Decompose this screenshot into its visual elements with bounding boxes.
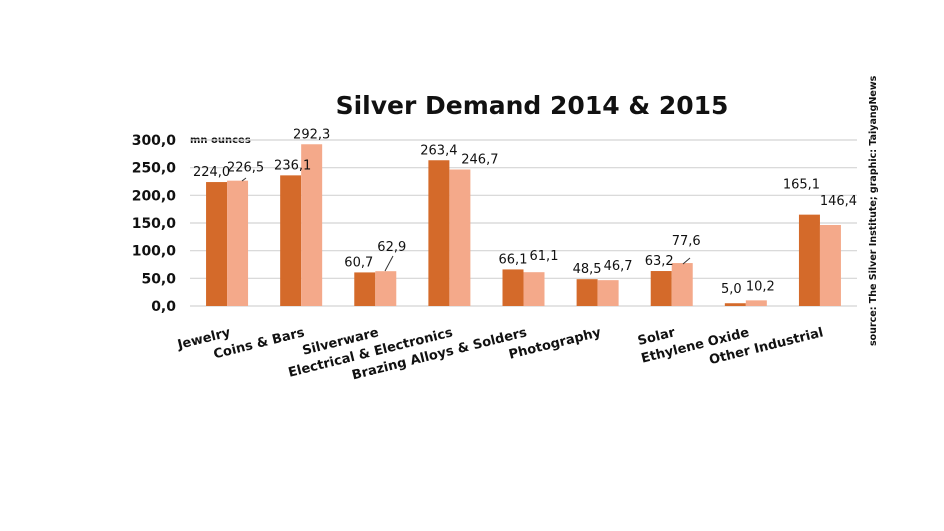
data-label: 46,7 [604, 259, 633, 274]
bar-2014 [650, 271, 672, 306]
data-label: 146,4 [820, 194, 857, 209]
data-label: 77,6 [672, 234, 701, 249]
bars [206, 144, 841, 306]
data-label: 63,2 [645, 254, 674, 269]
bar-2015 [745, 300, 767, 306]
bar-2015 [523, 272, 545, 306]
y-axis-ticks: 0,0 50,0 100,0 150,0 200,0 250,0 300,0 [132, 133, 177, 315]
y-tick-label: 0,0 [151, 299, 176, 315]
bar-2014 [502, 269, 524, 306]
leader-line [384, 255, 394, 272]
data-label: 236,1 [274, 158, 311, 173]
data-label: 224,0 [193, 165, 230, 180]
bar-2014 [354, 272, 376, 306]
bar-2015 [301, 144, 323, 306]
data-label: 10,2 [746, 279, 775, 294]
bar-2014 [724, 303, 746, 306]
data-label: 5,0 [721, 282, 742, 297]
data-label: 246,7 [461, 152, 498, 167]
data-label: 263,4 [420, 143, 457, 158]
chart-title: Silver Demand 2014 & 2015 [336, 91, 729, 120]
data-label: 292,3 [293, 127, 330, 142]
data-label: 226,5 [227, 161, 264, 176]
y-tick-label: 50,0 [141, 271, 176, 287]
bar-2014 [798, 214, 820, 306]
bar-2014 [206, 182, 228, 306]
data-label: 48,5 [573, 262, 602, 277]
leader-line [682, 257, 691, 265]
data-label: 66,1 [499, 252, 528, 267]
data-label: 60,7 [344, 255, 373, 270]
bar-2015 [819, 224, 841, 306]
bar-2015 [671, 263, 693, 306]
bar-2014 [428, 160, 450, 306]
bar-2015 [449, 169, 471, 306]
y-tick-label: 150,0 [132, 216, 177, 232]
y-tick-label: 250,0 [132, 161, 177, 177]
data-label: 165,1 [783, 178, 820, 193]
y-tick-label: 100,0 [132, 244, 177, 260]
leader-line [241, 177, 247, 182]
data-label: 61,1 [530, 249, 559, 264]
bar-2015 [597, 280, 619, 306]
y-tick-label: 300,0 [132, 133, 177, 149]
bar-2015 [227, 180, 249, 306]
bar-2014 [280, 175, 302, 306]
data-label: 62,9 [377, 240, 406, 255]
bar-2014 [576, 279, 598, 306]
source-credit: source: The Silver Institute; graphic: T… [868, 75, 879, 346]
bar-2015 [375, 271, 397, 306]
y-tick-label: 200,0 [132, 188, 177, 204]
